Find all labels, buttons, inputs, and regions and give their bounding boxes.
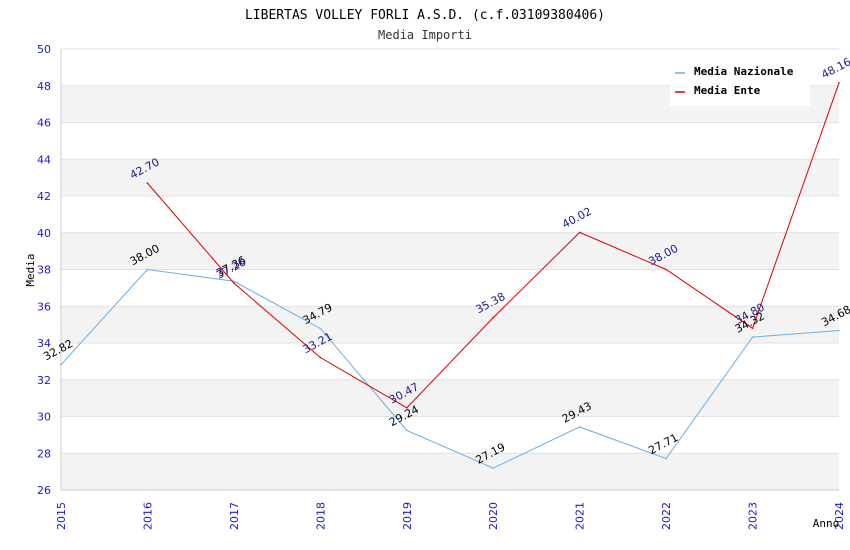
grid-band	[61, 196, 839, 233]
grid-bands	[60, 48, 839, 491]
data-point	[233, 282, 235, 284]
y-tick-label: 38	[37, 264, 51, 277]
y-tick-label: 42	[37, 190, 51, 203]
x-tick-label: 2020	[487, 502, 500, 530]
data-point	[146, 182, 149, 184]
y-axis-ticks: 26 28 30 32 34 36 38 40 42 44 46 48 50	[37, 43, 51, 497]
data-point	[665, 268, 667, 271]
x-tick-label: 2021	[574, 502, 587, 530]
data-point	[578, 426, 581, 428]
data-point	[838, 329, 840, 332]
y-tick-label: 30	[37, 411, 51, 424]
legend-label-nazionale: Media Nazionale	[694, 65, 794, 78]
grid-band	[61, 453, 839, 490]
y-tick-label: 46	[37, 117, 51, 130]
data-point	[405, 429, 408, 432]
data-point	[578, 231, 581, 234]
data-point	[751, 327, 754, 330]
series-lines	[60, 82, 840, 469]
grid-band	[61, 269, 839, 307]
y-tick-label: 28	[37, 447, 51, 460]
y-tick-label: 40	[37, 227, 51, 240]
legend: Media Nazionale Media Ente	[670, 60, 810, 106]
y-tick-label: 32	[37, 374, 51, 387]
legend-box	[670, 60, 810, 106]
x-tick-label: 2022	[660, 502, 673, 530]
y-tick-label: 48	[37, 80, 51, 93]
y-tick-label: 34	[37, 337, 51, 350]
data-point	[751, 336, 754, 338]
x-tick-label: 2018	[314, 502, 327, 530]
x-tick-label: 2015	[55, 502, 68, 530]
x-tick-label: 2024	[833, 502, 846, 530]
data-point	[492, 467, 495, 469]
data-point	[319, 356, 322, 359]
x-axis-ticks: 2015 2016 2017 2018 2019 2020 2021 2022 2023 2024	[55, 502, 846, 530]
grid-band	[61, 379, 839, 417]
data-point	[405, 407, 408, 409]
y-tick-label: 44	[37, 153, 51, 166]
y-tick-label: 26	[37, 484, 51, 497]
x-tick-label: 2016	[141, 502, 154, 530]
legend-label-ente: Media Ente	[694, 84, 761, 97]
x-axis-label: Anno	[813, 517, 840, 530]
series-line-0	[60, 268, 840, 469]
y-tick-label: 36	[37, 300, 51, 313]
grid-band	[61, 159, 839, 196]
x-tick-label: 2017	[228, 502, 241, 530]
y-axis-label: Media	[24, 253, 37, 286]
data-point	[60, 363, 62, 366]
chart-title: LIBERTAS VOLLEY FORLI A.S.D. (c.f.031093…	[245, 8, 605, 23]
y-tick-label: 50	[37, 43, 51, 56]
data-point	[838, 82, 840, 84]
data-point	[319, 327, 322, 330]
grid-band	[61, 416, 839, 454]
grid-band	[61, 122, 839, 160]
data-point	[146, 268, 149, 271]
data-point	[233, 280, 235, 283]
x-tick-label: 2019	[401, 502, 414, 530]
grid-band	[61, 232, 839, 270]
data-point	[492, 316, 495, 319]
x-tick-label: 2023	[747, 502, 760, 530]
data-point	[665, 457, 667, 460]
chart-subtitle: Media Importi	[378, 28, 472, 42]
grid-band	[61, 306, 839, 343]
grid-band	[61, 343, 839, 380]
